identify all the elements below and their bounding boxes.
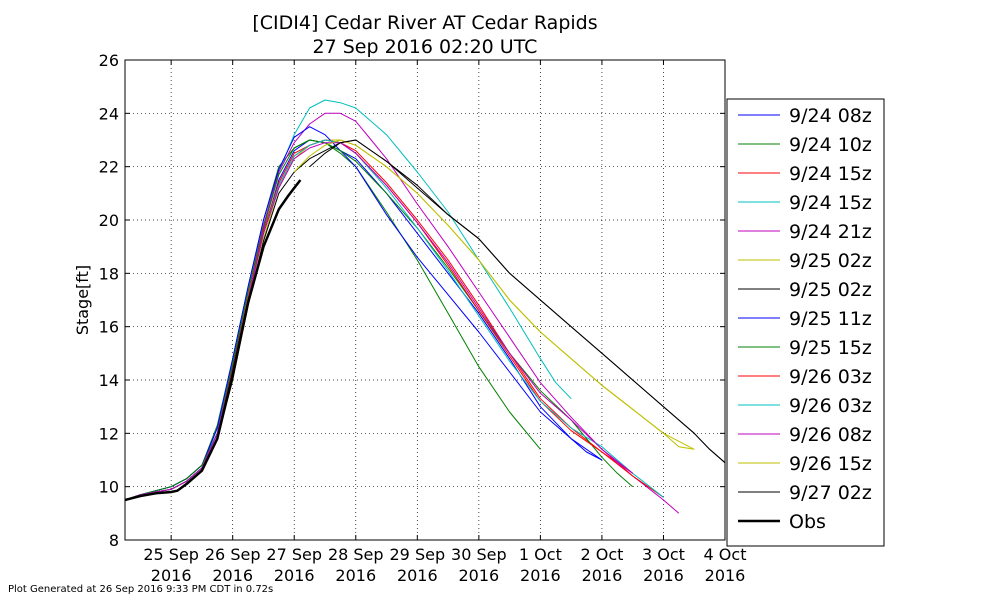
series-line-obs: [125, 179, 302, 502]
x-tick-label: 2016: [335, 566, 376, 585]
x-tick-label: 2016: [212, 566, 253, 585]
x-tick-label: 25 Sep: [143, 545, 199, 564]
x-tick-label: 27 Sep: [266, 545, 322, 564]
series-line-9-26-15z: [293, 139, 695, 450]
y-axis-label: Stage[ft]: [73, 265, 92, 335]
legend-label: 9/24 10z: [789, 134, 872, 156]
series-line-9-27-02z: [309, 139, 725, 464]
y-tick-label: 12: [99, 424, 119, 443]
x-tick-label: 2016: [705, 566, 746, 585]
legend-label: Obs: [789, 511, 826, 533]
legend-label: 9/26 03z: [789, 366, 872, 388]
x-tick-label: 2016: [458, 566, 499, 585]
legend-label: 9/26 15z: [789, 453, 872, 475]
x-tick-label: 2016: [151, 566, 192, 585]
y-tick-label: 26: [99, 51, 119, 70]
x-tick-label: 29 Sep: [390, 545, 446, 564]
legend-label: 9/24 15z: [789, 192, 872, 214]
x-tick-label: 4 Oct: [704, 545, 747, 564]
x-tick-label: 2016: [274, 566, 315, 585]
x-tick-label: 1 Oct: [519, 545, 562, 564]
legend-label: 9/24 21z: [789, 221, 872, 243]
series-group: [125, 99, 725, 514]
x-tick-label: 2016: [643, 566, 684, 585]
x-tick-label: 2016: [397, 566, 438, 585]
footer-note: Plot Generated at 26 Sep 2016 9:33 PM CD…: [8, 584, 274, 595]
legend-label: 9/25 02z: [789, 279, 872, 301]
legend-label: 9/24 15z: [789, 163, 872, 185]
legend-label: 9/25 11z: [789, 308, 872, 330]
chart-title: [CIDI4] Cedar River AT Cedar Rapids: [252, 12, 598, 34]
y-tick-label: 18: [99, 264, 119, 283]
y-tick-label: 16: [99, 318, 119, 337]
x-tick-label: 26 Sep: [205, 545, 261, 564]
legend-label: 9/26 08z: [789, 424, 872, 446]
x-tick-label: 30 Sep: [451, 545, 507, 564]
y-tick-label: 22: [99, 158, 119, 177]
y-tick-label: 10: [99, 478, 119, 497]
series-line-9-26-08z: [125, 142, 634, 501]
x-tick-label: 2016: [582, 566, 623, 585]
legend-label: 9/27 02z: [789, 482, 872, 504]
plot-area: [125, 60, 725, 540]
y-tick-label: 8: [109, 531, 119, 550]
plot-frame: [124, 59, 726, 541]
legend-label: 9/25 02z: [789, 250, 872, 272]
x-tick-label: 28 Sep: [328, 545, 384, 564]
legend-label: 9/24 08z: [789, 105, 872, 127]
legend-label: 9/26 03z: [789, 395, 872, 417]
x-tick-label: 2016: [520, 566, 561, 585]
chart-subtitle: 27 Sep 2016 02:20 UTC: [312, 36, 538, 58]
y-tick-label: 14: [99, 371, 119, 390]
legend-label: 9/25 15z: [789, 337, 872, 359]
y-tick-label: 20: [99, 211, 119, 230]
x-tick-label: 2 Oct: [580, 545, 623, 564]
x-tick-label: 3 Oct: [642, 545, 685, 564]
y-tick-label: 24: [99, 104, 119, 123]
